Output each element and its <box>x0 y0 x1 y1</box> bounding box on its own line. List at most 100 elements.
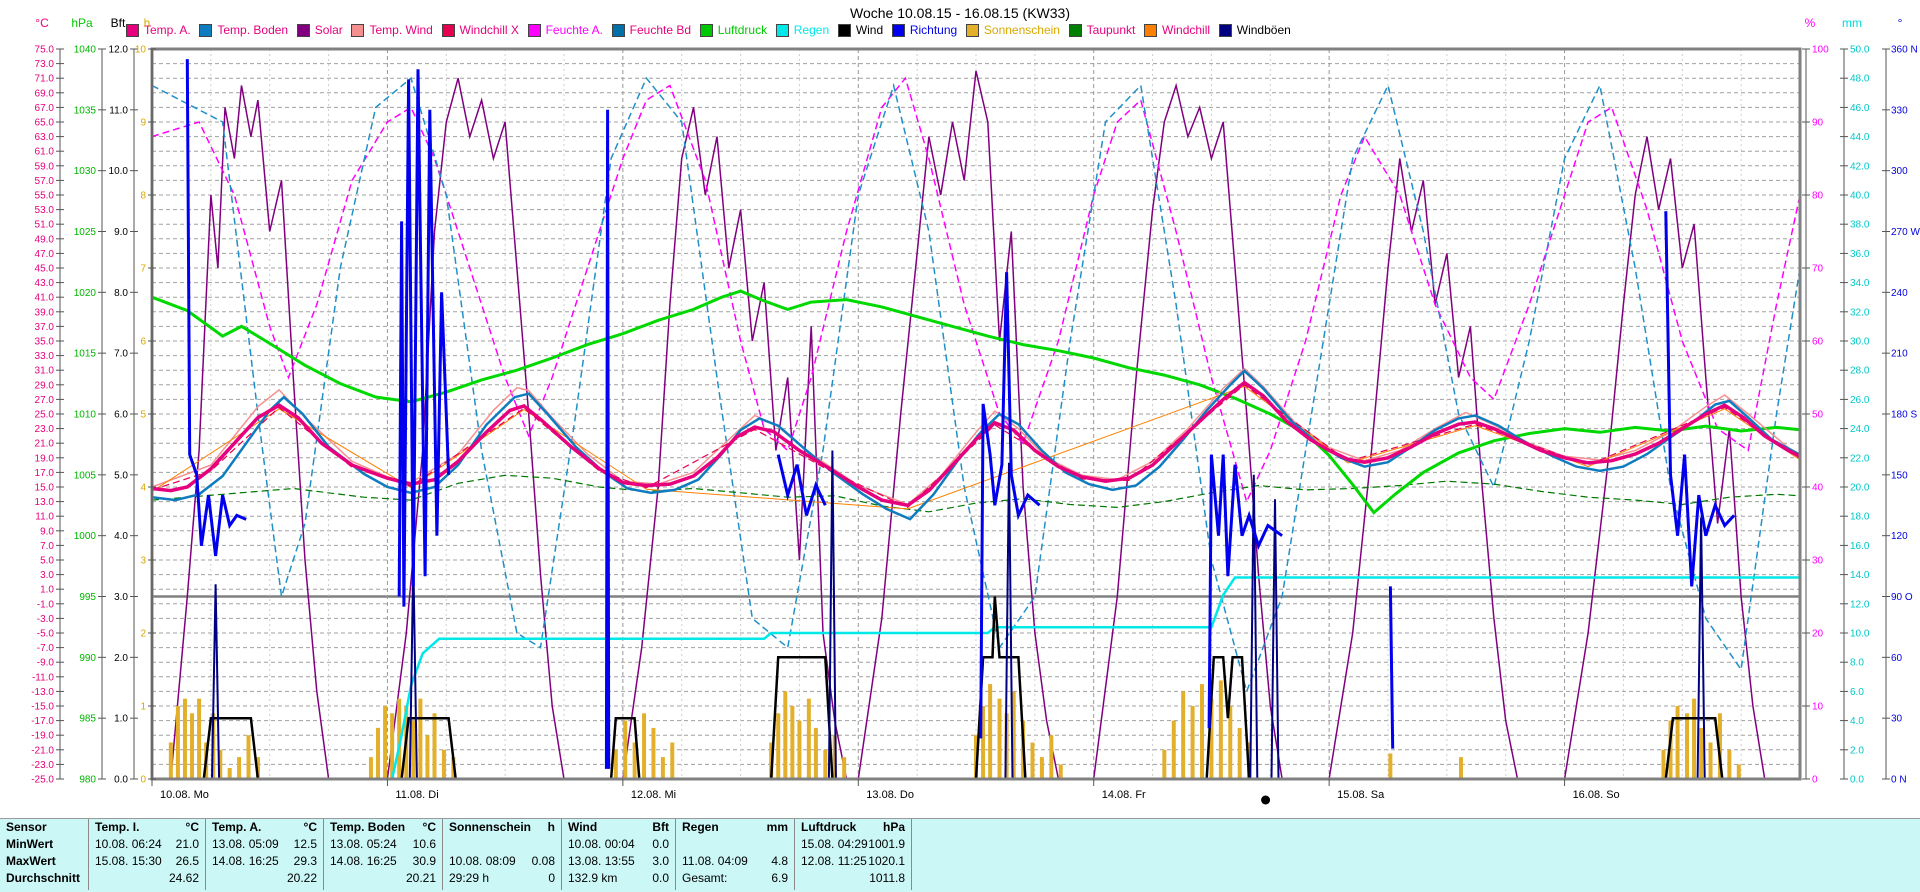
legend-swatch-icon <box>1144 23 1158 37</box>
axis-tick-label: 1 <box>140 702 146 713</box>
axis-tick-label: 30.0 <box>1850 337 1870 348</box>
table-cell: 13.08. 05:24 10.6 <box>330 837 436 851</box>
axis-header: hPa <box>71 16 93 30</box>
axis-tick-label: 6.0 <box>1850 687 1864 698</box>
axis-tick-label: 59.0 <box>35 161 55 172</box>
legend: Temp. A. Temp. Boden Solar Temp. Wind Windch… <box>126 23 1291 37</box>
axis-tick-label: 25.0 <box>35 410 55 421</box>
legend-swatch-icon <box>837 23 851 37</box>
axis-tick-label: 32.0 <box>1850 307 1870 318</box>
axis-tick-label: 6.0 <box>114 410 128 421</box>
axis-tick-label: 49.0 <box>35 234 55 245</box>
x-axis-day-label: 16.08. So <box>1573 789 1620 801</box>
axis-tick-label: 0 <box>1812 775 1818 786</box>
table-cell: 11.08. 04:09 4.8 <box>682 854 788 868</box>
table-cell: 1011.8 <box>869 871 905 885</box>
axis-tick-label: -3.0 <box>37 614 55 625</box>
axis-tick-label: 75.0 <box>35 45 55 56</box>
table-cell: 20.22 <box>286 871 317 885</box>
legend-swatch-icon <box>699 23 713 37</box>
axis-tick-label: 29.0 <box>35 380 55 391</box>
table-header-cell: MaxWert <box>6 854 56 868</box>
axis-tick-label: 2.0 <box>1850 745 1864 756</box>
legend-item-feuchte-bd: Feuchte Bd <box>611 23 692 37</box>
axis-tick-label: 80 <box>1812 191 1824 202</box>
axis-header: °C <box>35 16 49 30</box>
axis-tick-label: 13.0 <box>35 497 55 508</box>
legend-item-feuchte-a-: Feuchte A. <box>527 23 603 37</box>
table-header-cell: Temp. A. °C <box>212 820 317 834</box>
axis-tick-label: 1000 <box>74 531 97 542</box>
axes: 75.073.071.069.067.065.063.061.059.057.0… <box>31 16 1920 801</box>
series-richtung <box>776 454 827 516</box>
series-feuchte-bd <box>151 76 1801 694</box>
series-richtung <box>979 272 1041 739</box>
series-taupunkt <box>151 474 1801 513</box>
series-richtung <box>1388 586 1395 749</box>
table-column-temp-i-: Temp. I. °C 10.08. 06:24 21.0 15.08. 15:30 26… <box>88 819 205 890</box>
legend-label: Feuchte Bd <box>629 23 692 37</box>
axis-tick-label: 15.0 <box>35 483 55 494</box>
axis-tick-label: -9.0 <box>37 658 55 669</box>
legend-swatch-icon <box>441 23 455 37</box>
axis-tick-label: 12.0 <box>109 45 129 56</box>
axis-tick-label: -15.0 <box>31 702 54 713</box>
table-column-wind: Wind Bft 10.08. 00:04 0.0 13.08. 13:55 3.0 132… <box>561 819 675 890</box>
table-cell: 20.21 <box>405 871 436 885</box>
axis-tick-label: 995 <box>79 592 96 603</box>
axis-header: Bft <box>111 16 126 30</box>
axis-tick-label: 1020 <box>74 288 97 299</box>
x-axis-day-label: 12.08. Mi <box>631 789 676 801</box>
axis-tick-label: 63.0 <box>35 132 55 143</box>
axis-tick-label: 55.0 <box>35 191 55 202</box>
legend-label: Solar <box>314 23 343 37</box>
axis-tick-label: -13.0 <box>31 687 54 698</box>
legend-swatch-icon <box>126 23 139 37</box>
axis-tick-label: 985 <box>79 714 96 725</box>
axis-tick-label: 20 <box>1812 629 1824 640</box>
axis-tick-label: 33.0 <box>35 351 55 362</box>
axis-tick-label: 7.0 <box>114 349 128 360</box>
axis-tick-label: 26.0 <box>1850 395 1870 406</box>
series-windb-en <box>1270 499 1280 780</box>
legend-swatch-icon <box>775 23 789 37</box>
axis-tick-label: 39.0 <box>35 307 55 318</box>
legend-item-windchill: Windchill <box>1144 23 1210 37</box>
axis-tick-label: 43.0 <box>35 278 55 289</box>
axis-tick-label: 270 W <box>1891 227 1920 238</box>
legend-label: Luftdruck <box>717 23 768 37</box>
axis-tick-label: -11.0 <box>32 672 54 683</box>
axis-tick-label: 46.0 <box>1850 103 1870 114</box>
axis-tick-label: 60 <box>1812 337 1824 348</box>
legend-item-temp-a-: Temp. A. <box>126 23 191 37</box>
axis-tick-label: 330 <box>1891 105 1908 116</box>
axis-tick-label: 1.0 <box>114 714 128 725</box>
table-header-cell: Temp. Boden °C <box>330 820 436 834</box>
legend-label: Windchill <box>1162 23 1211 37</box>
axis-tick-label: 0 <box>140 775 146 786</box>
axis-tick-label: 51.0 <box>35 220 55 231</box>
legend-swatch-icon <box>527 23 541 37</box>
series-richtung <box>604 109 611 769</box>
axis-tick-label: 180 S <box>1891 410 1917 421</box>
axis-tick-label: 22.0 <box>1850 453 1870 464</box>
axis-tick-label: 0.0 <box>1850 775 1864 786</box>
legend-item-richtung: Richtung <box>891 23 957 37</box>
series-windb-en <box>211 584 221 780</box>
axis-tick-label: 7.0 <box>40 541 54 552</box>
axis-tick-label: 1.0 <box>40 585 54 596</box>
x-axis-day-label: 11.08. Di <box>395 789 438 801</box>
axis-tick-label: 27.0 <box>35 395 55 406</box>
axis-tick-label: 2 <box>140 629 146 640</box>
axis-tick-label: 1025 <box>74 227 97 238</box>
legend-item-regen: Regen <box>775 23 829 37</box>
axis-tick-label: 0.0 <box>114 775 128 786</box>
legend-item-temp-boden: Temp. Boden <box>199 23 288 37</box>
axis-tick-label: 36.0 <box>1850 249 1870 260</box>
table-column-temp-boden: Temp. Boden °C 13.08. 05:24 10.6 14.08. 16:2… <box>323 819 442 890</box>
axis-tick-label: 1015 <box>74 349 97 360</box>
axis-header: ° <box>1898 16 1903 30</box>
axis-tick-label: -25.0 <box>31 775 54 786</box>
x-axis-day-label: 15.08. Sa <box>1337 789 1385 801</box>
